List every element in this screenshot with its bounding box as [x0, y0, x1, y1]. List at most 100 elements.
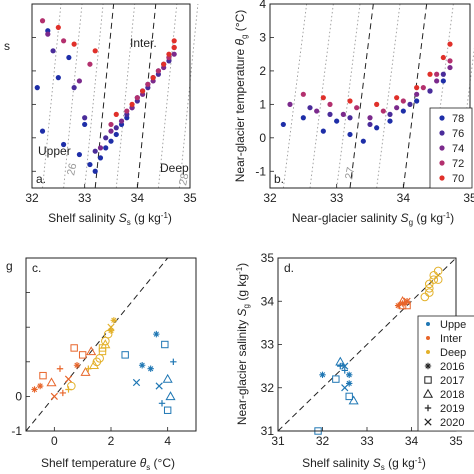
data-point [171, 38, 177, 44]
isopycnal-line [282, 3, 308, 189]
data-point [61, 38, 67, 44]
data-point [414, 98, 420, 104]
x-tick-label: 32 [263, 191, 277, 205]
data-point [287, 101, 293, 107]
data-point [87, 61, 93, 67]
annotation-deep: Deep [160, 161, 189, 175]
data-point [407, 101, 413, 107]
data-point [394, 95, 400, 101]
panel-label-d: d. [284, 261, 294, 275]
data-point [414, 85, 420, 91]
data-point [73, 362, 81, 369]
data-point [98, 344, 107, 352]
data-point [145, 81, 151, 87]
data-point [348, 395, 359, 405]
isopycnal-label: 28 [177, 172, 191, 186]
y-tick-label: 0 [259, 131, 266, 145]
data-point [434, 71, 440, 77]
x-tick-label: 2 [108, 434, 115, 448]
legend-entry: Inter [440, 333, 462, 345]
legend-entry: 78 [452, 113, 464, 125]
data-point [85, 365, 92, 372]
data-point [374, 125, 380, 131]
data-point [92, 48, 98, 54]
y-tick-label: 2 [259, 64, 266, 78]
data-point [107, 327, 115, 334]
y-axis-label-a: s [4, 39, 10, 53]
y-axis-label-d: Near-glacier salinity Sg (g kg-1) [235, 263, 251, 425]
data-point [36, 382, 44, 390]
x-tick-label: 31 [271, 434, 285, 448]
data-point [82, 115, 88, 121]
data-point [427, 71, 433, 77]
data-point [55, 24, 61, 31]
data-point [424, 362, 432, 370]
panel-label-a: a. [36, 172, 46, 186]
data-point [76, 151, 82, 158]
data-point [87, 161, 93, 168]
y-tick-label: 1 [259, 97, 266, 111]
data-point [433, 275, 443, 284]
data-point [447, 41, 453, 47]
x-tick-label: 33 [330, 191, 344, 205]
isopycnal-line [376, 3, 401, 189]
water-mass-boundary [136, 3, 157, 189]
panel-a-frame [31, 3, 191, 189]
data-point [300, 91, 306, 97]
y-axis-label-b: Near-glacier temperature θg (°C) [233, 10, 249, 183]
y-tick-label: 31 [261, 424, 275, 438]
data-point [414, 91, 420, 97]
x-tick-label: 34 [405, 434, 419, 448]
legend-d: Uppe Inter Deep 2016 2017 2018 2019 2020 [417, 315, 474, 432]
x-tick-label: 35 [449, 434, 463, 448]
legend-entry: 76 [452, 128, 464, 140]
data-point [440, 78, 446, 84]
x-tick-label: 32 [25, 191, 39, 205]
legend-swatch [439, 130, 445, 136]
legend-b: 78 76 74 72 70 [429, 107, 473, 189]
data-point [107, 323, 115, 331]
legend-swatch [439, 175, 445, 181]
data-point [118, 118, 125, 124]
data-point [332, 375, 340, 383]
data-point [422, 388, 434, 398]
data-point [153, 330, 160, 338]
data-point [92, 168, 98, 174]
data-point [92, 148, 98, 154]
data-point [71, 85, 77, 91]
data-point [31, 386, 38, 393]
data-point [64, 375, 73, 383]
panel-d: 31 32 33 34 35 31 32 33 34 35 d. Shelf salinity S… [235, 251, 474, 472]
data-point [346, 371, 353, 378]
data-point [165, 391, 176, 401]
data-point [39, 371, 47, 380]
x-tick-label: 34 [131, 191, 145, 205]
panel-label-b: b. [274, 172, 284, 186]
data-point [46, 377, 57, 387]
data-point [447, 64, 453, 71]
data-point [440, 54, 446, 61]
data-point [76, 78, 82, 84]
data-point [374, 101, 380, 107]
data-point [360, 138, 366, 144]
data-point [429, 271, 439, 280]
legend-entry: 2020 [440, 417, 464, 429]
data-point [95, 354, 104, 363]
data-point [129, 101, 135, 107]
data-point [70, 344, 78, 352]
annotation-upper: Upper [38, 144, 71, 158]
legend-entry: 2018 [440, 389, 464, 401]
data-point [140, 88, 146, 94]
x-axis-label-b: Near-glacier salinity Sg (g kg-1) [292, 211, 454, 227]
data-point [434, 78, 440, 84]
legend-entry: 70 [452, 173, 464, 185]
data-point [320, 128, 326, 134]
water-mass-boundary [94, 3, 115, 189]
panel-label-c: c. [32, 261, 41, 275]
data-point [108, 128, 114, 134]
x-axis-label-c: Shelf temperature θs (°C) [41, 456, 175, 472]
data-point [429, 275, 439, 284]
data-point [367, 121, 373, 128]
x-tick-label: 32 [316, 434, 330, 448]
